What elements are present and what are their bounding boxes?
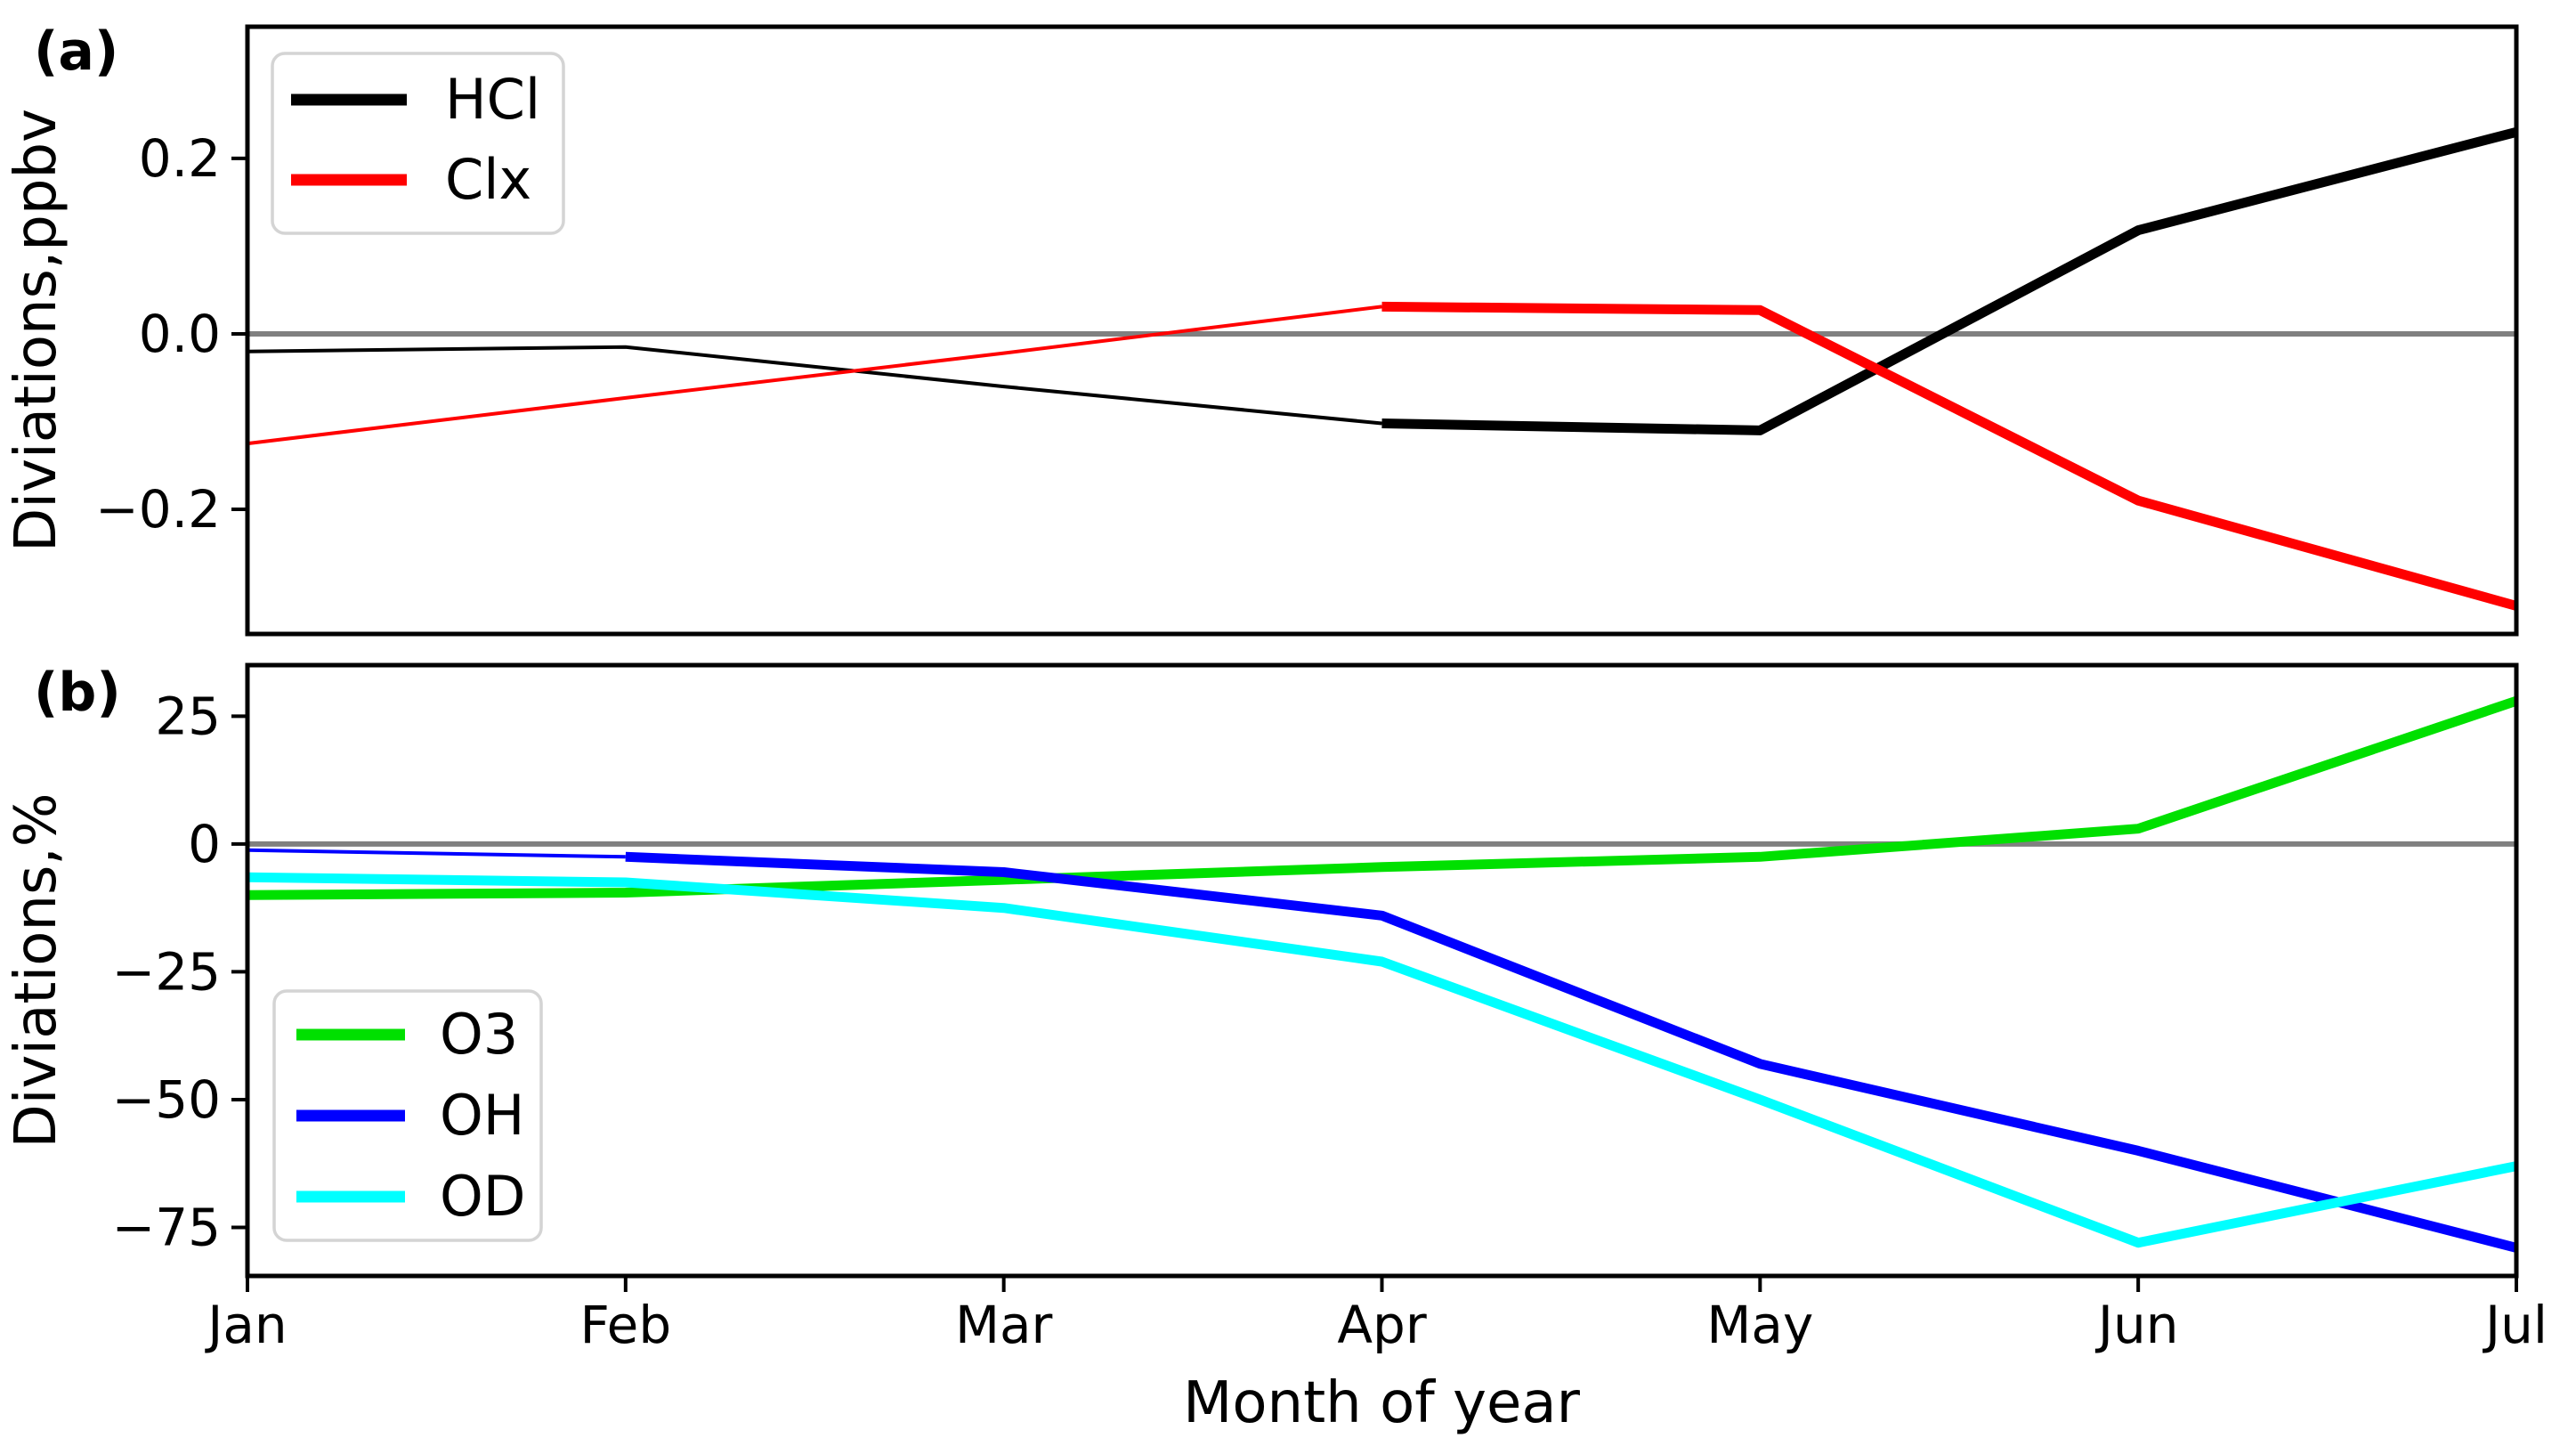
y-tick-label: 0.0 [139,304,221,364]
legend: O3 OH OD [272,989,543,1242]
x-tick-label: Jan [205,1295,287,1355]
x-tick-label: Jun [2095,1295,2179,1355]
hcl-legend-label: HCl [445,67,540,132]
oh-line-thin [247,848,626,859]
panel-a-tag: (a) [34,20,118,83]
oh-line-thick [625,851,2518,1253]
y-tick-label: 0 [188,814,221,874]
hcl-line-thick [1381,126,2518,435]
panel-a-y-axis-label: Diviations,ppbv [4,109,69,552]
x-tick-label: Apr [1337,1295,1426,1355]
od-line-thick [247,872,2518,1248]
axes-frame [245,24,2519,637]
legend: HCl Clx [271,52,565,235]
y-tick-label: 0.2 [139,128,221,189]
clx-legend-label: Clx [445,147,531,212]
panel-b-y-axis-label: Diviations,% [4,792,69,1148]
panel-b-tag: (b) [34,662,121,724]
x-tick-label: Mar [955,1295,1053,1355]
o3-line-thick [247,695,2518,900]
clx-line-thin [247,305,1382,446]
y-tick-label: −75 [112,1197,221,1257]
y-tick-label: −25 [112,941,221,1002]
clx-line-thick [1381,301,2518,611]
hcl-line-thin [247,345,1382,426]
y-tick-label: −0.2 [95,479,221,540]
y-tick-label: −50 [112,1069,221,1130]
axes-frame [245,662,2519,1279]
x-tick-label: Feb [579,1295,671,1355]
legend-box [272,989,543,1242]
oh-legend-label: OH [440,1083,524,1148]
x-tick-label: May [1706,1295,1813,1355]
x-tick-label: Jul [2483,1295,2548,1355]
panel-b-plot-area: 25 0 −25 −50 −75 Jan Feb Mar Apr May Jun Jul O3 OH OD [112,662,2548,1355]
od-legend-label: OD [440,1164,526,1229]
y-tick-label: 25 [155,686,221,746]
x-axis-label: Month of year [1183,1370,1580,1436]
o3-legend-label: O3 [440,1002,518,1067]
panel-a-plot-area: 0.2 0.0 −0.2 HCl Clx [95,24,2519,637]
